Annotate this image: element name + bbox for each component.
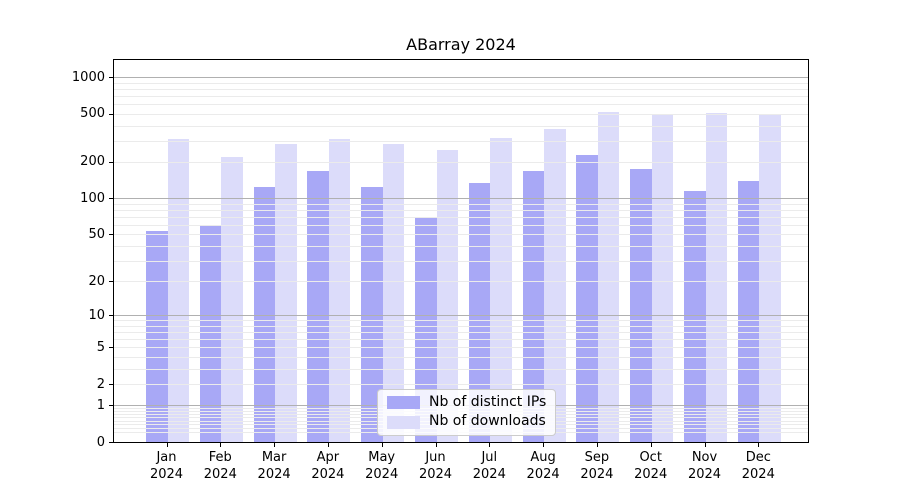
bar-nov-distinct-ips: [684, 191, 706, 442]
plot-area: [113, 59, 809, 443]
bar-jul-distinct-ips: [468, 182, 491, 442]
legend-label-downloads: Nb of downloads: [429, 413, 546, 430]
y-tick-mark: [109, 281, 113, 283]
x-tick-label-may: May 2024: [365, 450, 399, 482]
y-tick-mark: [109, 442, 113, 443]
x-tick-mark: [489, 443, 491, 447]
bar-mar-distinct-ips: [253, 186, 276, 442]
bar-feb-downloads: [221, 156, 243, 442]
x-tick-label-jun: Jun 2024: [418, 450, 453, 482]
bar-apr-distinct-ips: [307, 170, 329, 442]
bar-jul-downloads: [490, 138, 512, 442]
chart-title: ABarray 2024: [406, 35, 516, 54]
x-tick-mark: [758, 443, 760, 447]
bar-oct-distinct-ips: [630, 168, 652, 442]
x-tick-label-jan: Jan 2024: [149, 450, 184, 482]
y-tick-label: 2: [96, 376, 105, 392]
y-tick-label: 1000: [71, 69, 105, 85]
legend: Nb of distinct IPs Nb of downloads: [377, 389, 557, 436]
x-tick-label-aug: Aug 2024: [526, 450, 560, 482]
y-tick-label: 10: [88, 307, 105, 323]
y-tick-label: 500: [80, 106, 105, 122]
bar-jun-distinct-ips: [415, 216, 437, 442]
x-tick-label-dec: Dec 2024: [741, 450, 775, 482]
x-tick-mark: [650, 443, 652, 447]
y-tick-mark: [109, 198, 113, 200]
bar-jan-distinct-ips: [146, 231, 168, 442]
legend-swatch-distinct-ips: [387, 396, 420, 410]
bar-may-downloads: [382, 144, 405, 442]
bar-sep-distinct-ips: [576, 155, 598, 442]
bar-dec-distinct-ips: [737, 180, 760, 442]
bars-layer: [114, 60, 808, 442]
bar-aug-downloads: [544, 128, 566, 442]
y-tick-label: 0: [96, 434, 105, 450]
x-tick-label-sep: Sep 2024: [580, 450, 614, 482]
x-tick-mark: [220, 443, 222, 447]
bar-dec-downloads: [759, 114, 781, 442]
x-tick-mark: [381, 443, 383, 447]
x-tick-label-apr: Apr 2024: [311, 450, 345, 482]
bar-oct-downloads: [651, 115, 674, 442]
y-tick-label: 200: [80, 154, 105, 170]
legend-label-distinct-ips: Nb of distinct IPs: [429, 394, 547, 410]
bar-aug-distinct-ips: [522, 170, 545, 442]
x-tick-mark: [543, 443, 545, 447]
y-tick-mark: [109, 113, 113, 115]
y-tick-label: 100: [80, 190, 105, 206]
y-tick-mark: [109, 405, 113, 407]
y-tick-mark: [109, 161, 113, 163]
legend-swatch-downloads: [387, 415, 420, 429]
bar-feb-distinct-ips: [199, 224, 222, 442]
y-tick-mark: [109, 234, 113, 236]
bar-jan-downloads: [167, 138, 189, 442]
bar-sep-downloads: [597, 111, 620, 442]
y-tick-mark: [109, 384, 113, 385]
x-tick-label-mar: Mar 2024: [257, 450, 291, 482]
y-tick-label: 5: [96, 339, 105, 355]
x-tick-mark: [596, 443, 598, 447]
y-tick-label: 50: [88, 226, 105, 242]
x-tick-label-oct: Oct 2024: [634, 450, 668, 482]
bar-apr-downloads: [328, 138, 351, 442]
legend-row-distinct-ips: Nb of distinct IPs: [387, 394, 547, 410]
x-tick-mark: [274, 443, 276, 447]
y-tick-mark: [109, 347, 113, 349]
y-tick-mark: [109, 77, 113, 79]
x-tick-mark: [166, 443, 168, 447]
x-tick-mark: [435, 443, 437, 447]
bar-nov-downloads: [705, 113, 727, 442]
y-tick-label: 1: [96, 397, 105, 413]
y-tick-mark: [109, 315, 113, 317]
bar-mar-downloads: [275, 144, 297, 442]
x-tick-mark: [704, 443, 706, 447]
x-tick-label-feb: Feb 2024: [203, 450, 237, 482]
legend-row-downloads: Nb of downloads: [387, 413, 546, 430]
x-tick-label-nov: Nov 2024: [687, 450, 722, 482]
x-tick-mark: [327, 443, 329, 447]
bar-may-distinct-ips: [361, 186, 383, 442]
y-tick-label: 20: [88, 273, 105, 289]
x-tick-label-jul: Jul 2024: [472, 450, 506, 482]
